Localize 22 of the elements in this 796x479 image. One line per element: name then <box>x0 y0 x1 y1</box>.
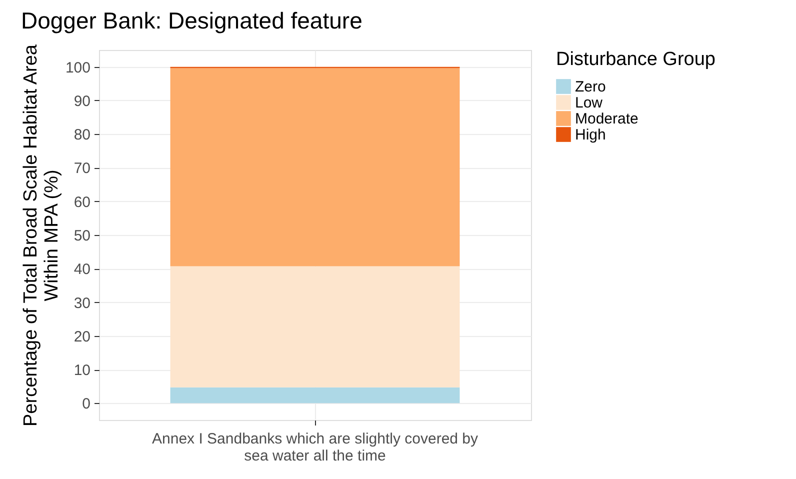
legend-label: Low <box>575 94 603 112</box>
legend-label: Zero <box>575 78 606 96</box>
y-tick-label: 50 <box>74 228 90 244</box>
y-tick-label: 100 <box>65 59 90 76</box>
bar <box>170 387 460 404</box>
x-tick-label: Annex I Sandbanks which are slightly covered by sea water all the time <box>152 430 479 464</box>
y-tick-label: 80 <box>74 126 90 144</box>
y-axis-title: Percentage of Total Broad Scale Habitat Area Within MPA (%) <box>20 44 62 427</box>
bar <box>170 266 460 388</box>
y-tick-label: 20 <box>74 328 90 346</box>
legend-label: High <box>575 126 606 144</box>
y-tick-label: 10 <box>74 362 90 380</box>
y-tick-label: 90 <box>74 92 90 110</box>
legend-label: Moderate <box>575 110 638 128</box>
y-tick-label: 70 <box>74 160 90 178</box>
y-tick-label: 40 <box>74 261 90 278</box>
y-tick-label: 0 <box>82 396 90 413</box>
legend-title: Disturbance Group <box>556 49 716 70</box>
bar <box>170 68 460 266</box>
y-tick-label: 30 <box>74 294 90 312</box>
y-tick-label: 60 <box>74 194 90 211</box>
chart-title: Dogger Bank: Designated feature <box>20 7 362 34</box>
